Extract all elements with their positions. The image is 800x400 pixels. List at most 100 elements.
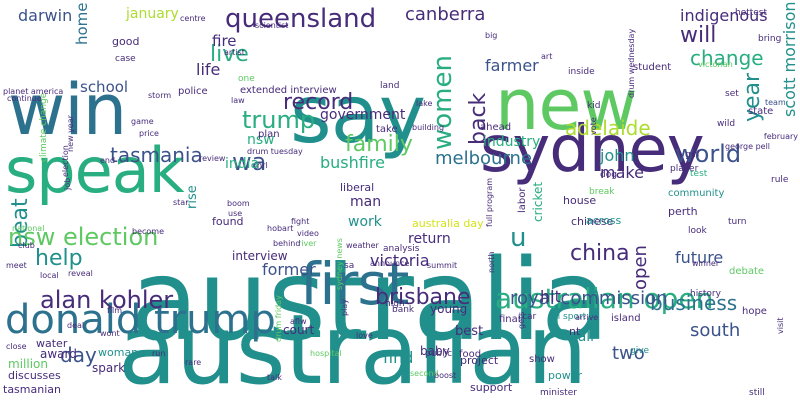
cloud-word: reveal bbox=[68, 269, 93, 278]
cloud-word: national bbox=[12, 224, 45, 233]
cloud-word: royal commission bbox=[510, 288, 668, 309]
cloud-word: north bbox=[487, 251, 496, 273]
cloud-word: best bbox=[455, 324, 484, 339]
cloud-word: february bbox=[763, 132, 798, 141]
cloud-word: scientist bbox=[255, 21, 289, 30]
cloud-word: rule bbox=[771, 175, 789, 185]
cloud-word: planet america bbox=[3, 87, 64, 96]
cloud-word: deal bbox=[67, 321, 85, 330]
cloud-word: love bbox=[356, 331, 373, 340]
cloud-word: darwin bbox=[18, 6, 73, 25]
cloud-word: find bbox=[383, 348, 414, 367]
cloud-word: court bbox=[283, 323, 315, 337]
cloud-word: labor bbox=[517, 187, 528, 213]
cloud-word: close bbox=[6, 342, 27, 351]
cloud-word: arrive bbox=[575, 313, 599, 322]
cloud-word: home bbox=[73, 2, 91, 45]
cloud-word: found bbox=[212, 215, 244, 228]
cloud-word: continue bbox=[7, 94, 42, 103]
cloud-word: speak bbox=[5, 134, 185, 207]
cloud-word: record bbox=[283, 90, 354, 115]
cloud-word: rare bbox=[185, 358, 202, 367]
cloud-word: adelaide bbox=[565, 116, 651, 140]
cloud-word: first bbox=[300, 250, 409, 318]
cloud-word: young bbox=[430, 302, 468, 316]
cloud-word: future bbox=[675, 248, 724, 267]
cloud-word: become bbox=[132, 227, 165, 236]
cloud-word: make bbox=[600, 163, 644, 182]
cloud-word: john bbox=[600, 146, 635, 165]
cloud-word: island bbox=[611, 313, 641, 324]
cloud-word: analysis bbox=[383, 244, 420, 254]
cloud-word: state bbox=[748, 106, 774, 117]
cloud-word: car bbox=[522, 312, 537, 322]
cloud-word: victoria bbox=[370, 251, 430, 270]
cloud-word: canberra bbox=[405, 4, 486, 25]
cloud-word: gets bbox=[517, 311, 526, 329]
cloud-word: nsw election bbox=[8, 223, 159, 251]
cloud-word: wont bbox=[100, 329, 120, 338]
cloud-word: game bbox=[131, 117, 154, 126]
cloud-word: weather bbox=[346, 241, 379, 250]
cloud-word: food bbox=[459, 349, 482, 360]
cloud-word: artist bbox=[224, 48, 245, 57]
cloud-word: boom bbox=[227, 199, 250, 208]
cloud-word: trump bbox=[242, 106, 316, 134]
cloud-word: will bbox=[680, 23, 717, 48]
cloud-word: review bbox=[199, 154, 226, 163]
cloud-word: film bbox=[107, 306, 123, 315]
cloud-word: victorian bbox=[698, 60, 733, 69]
cloud-word: run bbox=[152, 349, 166, 358]
cloud-word: family bbox=[345, 132, 413, 157]
cloud-word: kid bbox=[587, 101, 601, 111]
cloud-word: two bbox=[612, 343, 645, 364]
cloud-word: vote bbox=[589, 117, 598, 135]
cloud-word: plan bbox=[258, 129, 280, 140]
cloud-word: australia day bbox=[412, 217, 484, 230]
cloud-word: open bbox=[630, 245, 651, 290]
cloud-word: say bbox=[290, 68, 426, 161]
cloud-word: industry bbox=[483, 134, 541, 150]
cloud-word: climate change bbox=[39, 92, 49, 162]
cloud-word: nrl bbox=[257, 161, 268, 170]
cloud-word: student bbox=[633, 62, 672, 73]
cloud-word: australia bbox=[130, 236, 609, 366]
cloud-word: full program bbox=[485, 177, 494, 227]
cloud-word: local bbox=[40, 271, 59, 280]
cloud-word: use bbox=[228, 209, 243, 218]
cloud-word: school bbox=[80, 78, 129, 96]
cloud-word: power bbox=[548, 369, 582, 382]
cloud-word: live bbox=[210, 42, 249, 67]
cloud-word: hope bbox=[742, 306, 767, 317]
cloud-word: drum friday bbox=[274, 295, 283, 342]
cloud-word: bring bbox=[758, 34, 782, 44]
cloud-word: debate bbox=[729, 266, 765, 277]
cloud-word: team bbox=[765, 98, 786, 107]
cloud-word: community bbox=[668, 188, 725, 199]
cloud-word: george pell bbox=[725, 142, 771, 151]
cloud-word: winner bbox=[692, 259, 720, 268]
cloud-word: change bbox=[690, 46, 764, 70]
cloud-word: wa bbox=[232, 148, 267, 176]
cloud-word: australian bbox=[118, 294, 588, 400]
cloud-word: perth bbox=[668, 205, 698, 218]
cloud-word: history bbox=[690, 289, 721, 299]
cloud-word: boost bbox=[434, 371, 457, 380]
cloud-word: land bbox=[380, 81, 400, 91]
cloud-word: india bbox=[225, 156, 260, 172]
cloud-word: river bbox=[298, 239, 317, 248]
cloud-word: help bbox=[35, 246, 83, 271]
cloud-word: nsw bbox=[247, 132, 275, 148]
cloud-word: price bbox=[139, 129, 159, 138]
cloud-word: extended interview bbox=[240, 85, 337, 96]
cloud-word: good bbox=[112, 35, 140, 48]
cloud-word: fight bbox=[291, 217, 310, 226]
cloud-word: aflw bbox=[290, 317, 307, 326]
cloud-word: china bbox=[570, 241, 630, 266]
cloud-word: behind bbox=[273, 239, 301, 248]
cloud-word: house bbox=[563, 194, 597, 207]
cloud-word: set bbox=[725, 89, 739, 99]
cloud-word: hottest bbox=[735, 8, 768, 18]
cloud-word: discusses bbox=[8, 369, 61, 382]
